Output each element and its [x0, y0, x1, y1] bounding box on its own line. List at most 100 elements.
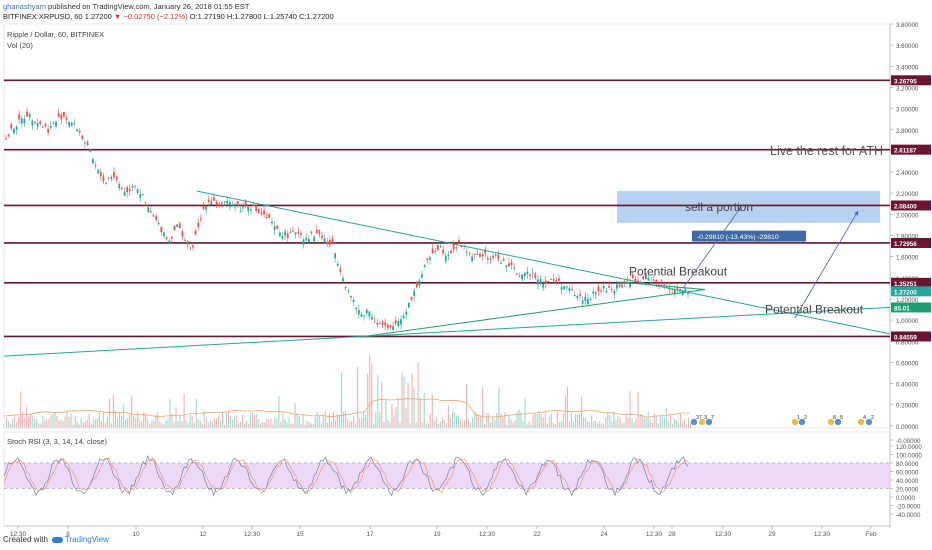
long-support-trendline	[3, 306, 891, 357]
event-badge-label: 2	[804, 415, 807, 421]
candle-body	[521, 274, 524, 280]
volume-bar	[681, 422, 684, 428]
volume-bar	[312, 423, 314, 428]
volume-bar	[240, 421, 242, 428]
candle-body	[234, 203, 236, 207]
volume-bar	[647, 412, 649, 428]
volume-bar	[375, 412, 377, 428]
candle-body	[223, 201, 226, 203]
candle-body	[594, 292, 597, 295]
candle-body	[510, 262, 513, 266]
candle-body	[547, 281, 550, 283]
volume-bar	[60, 419, 62, 428]
volume-bar	[526, 424, 528, 428]
candle-body	[260, 212, 263, 215]
candle-body	[357, 310, 360, 315]
volume-bar	[147, 419, 149, 428]
volume-bar	[631, 418, 633, 428]
candle-body	[323, 238, 326, 242]
stoch-y-tick-label: -40.0000	[896, 512, 921, 519]
candle-body	[642, 276, 645, 280]
volume-bar	[171, 413, 173, 428]
volume-bar	[94, 419, 96, 428]
candle-body	[571, 289, 574, 291]
event-badge-icon	[705, 418, 713, 426]
candle-body	[479, 254, 481, 257]
candle-body	[118, 184, 121, 189]
volume-bar	[338, 415, 341, 428]
volume-bar	[181, 421, 183, 428]
event-badge-label: 2	[871, 415, 874, 421]
candle-body	[508, 263, 510, 267]
volume-bar	[633, 422, 635, 428]
volume-bar	[570, 412, 573, 428]
candle-body	[555, 280, 558, 283]
volume-bar	[397, 397, 399, 428]
volume-bar	[135, 417, 137, 428]
volume-bar	[359, 417, 361, 428]
volume-bar	[363, 411, 365, 428]
volume-bar	[163, 424, 165, 428]
candle-body	[202, 206, 205, 209]
y-tick-label: -0.00000	[896, 438, 921, 445]
volume-bar	[544, 412, 546, 428]
candle-body	[550, 278, 552, 280]
volume-legend: Vol (20)	[7, 41, 33, 50]
candle-body	[679, 288, 682, 292]
volume-bar	[542, 416, 544, 428]
volume-bar	[421, 422, 423, 428]
candle-body	[663, 284, 666, 286]
candle-body	[563, 285, 566, 290]
event-badge-icon	[857, 418, 865, 426]
volume-bar	[292, 423, 294, 428]
volume-bar	[36, 419, 38, 428]
volume-bar	[129, 414, 131, 428]
volume-bar	[472, 417, 474, 428]
volume-bar	[50, 414, 52, 428]
volume-bar	[435, 417, 437, 428]
publish-info: ghanashyam published on TradingView.com,…	[3, 2, 249, 12]
candle-body	[534, 273, 537, 279]
y-tick-label: 2.00000	[896, 212, 919, 219]
volume-bar	[165, 420, 167, 428]
candle-body	[431, 248, 434, 254]
author-name[interactable]: ghanashyam	[3, 2, 46, 11]
volume-bar	[318, 415, 320, 428]
candle-body	[444, 255, 447, 262]
level-price-label: 1.72956	[894, 241, 917, 248]
candle-body	[142, 194, 144, 196]
annotation-sell: sell a portion	[685, 200, 753, 214]
volume-bar	[6, 418, 8, 428]
tradingview-brand[interactable]: TradingView	[64, 535, 109, 544]
volume-bar	[423, 392, 425, 428]
volume-bar	[137, 411, 139, 428]
volume-bar	[572, 421, 575, 428]
candle-body	[581, 300, 584, 304]
candle-body	[576, 296, 579, 299]
event-badge-label: 4	[863, 415, 866, 421]
candle-body	[91, 159, 94, 164]
candle-body	[168, 240, 171, 243]
volume-bar	[389, 422, 391, 428]
candle-body	[44, 124, 47, 127]
volume-bar	[151, 421, 153, 428]
volume-bar	[250, 413, 252, 428]
candle-body	[660, 280, 663, 282]
volume-bar	[145, 413, 147, 428]
volume-bar	[627, 417, 629, 428]
series-legend: Ripple / Dollar, 60, BITFINEX	[7, 30, 105, 39]
volume-bar	[554, 424, 556, 428]
y-tick-label: 3.00000	[896, 107, 919, 114]
stoch-y-tick-label: 40.0000	[896, 478, 919, 485]
volume-bar	[282, 412, 284, 428]
volume-bar	[304, 424, 306, 428]
volume-bar	[34, 418, 36, 428]
volume-bar	[179, 416, 181, 428]
volume-bar	[355, 423, 357, 428]
candle-body	[15, 126, 18, 130]
volume-bar	[478, 416, 480, 428]
candle-body	[497, 254, 500, 260]
volume-bar	[649, 420, 651, 428]
candle-body	[486, 257, 489, 260]
